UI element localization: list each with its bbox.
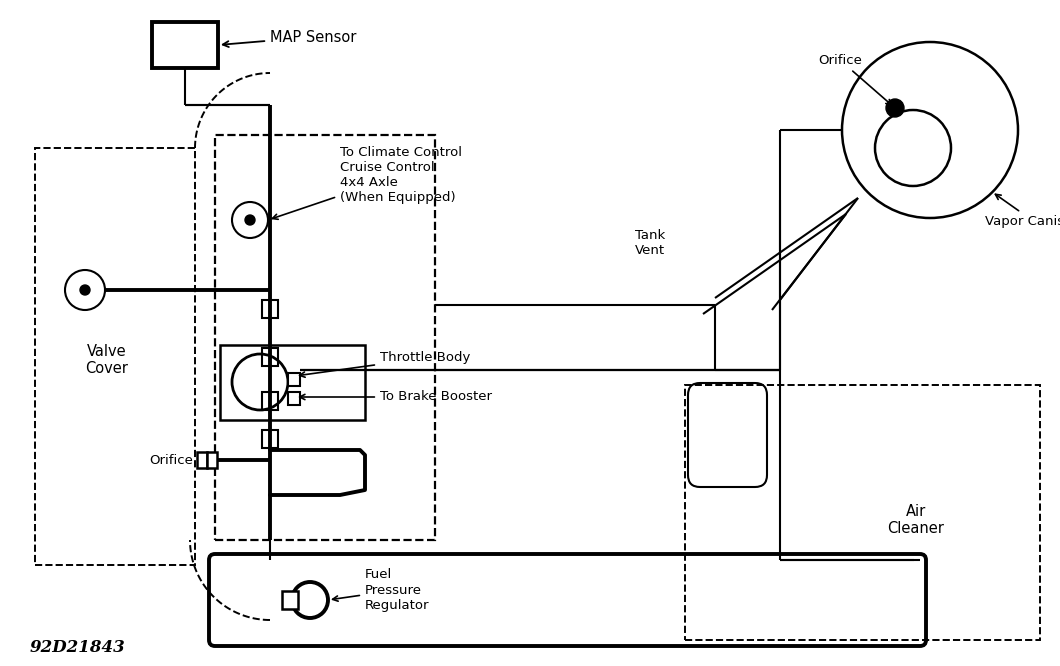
Bar — [288, 392, 300, 405]
Bar — [215, 135, 435, 540]
Text: Orifice: Orifice — [818, 53, 891, 105]
Bar — [262, 392, 278, 410]
Text: Orifice: Orifice — [149, 454, 193, 466]
Text: Valve
Cover: Valve Cover — [86, 344, 128, 376]
Bar — [288, 373, 300, 386]
Bar — [262, 348, 278, 366]
Bar — [220, 345, 365, 420]
Text: Fuel
Pressure
Regulator: Fuel Pressure Regulator — [333, 569, 429, 611]
Bar — [262, 430, 278, 448]
Bar — [262, 300, 278, 318]
Bar — [152, 22, 218, 68]
Text: MAP Sensor: MAP Sensor — [223, 29, 356, 47]
Bar — [35, 148, 195, 565]
Bar — [685, 385, 1040, 640]
Bar — [207, 452, 217, 468]
Text: 92D21843: 92D21843 — [30, 639, 126, 657]
Text: To Brake Booster: To Brake Booster — [300, 390, 492, 404]
Bar — [282, 591, 298, 609]
Text: Throttle Body: Throttle Body — [300, 352, 471, 377]
Circle shape — [886, 99, 904, 117]
Text: Tank
Vent: Tank Vent — [635, 229, 666, 257]
Bar — [197, 452, 207, 468]
Text: Vapor Canister: Vapor Canister — [985, 194, 1060, 228]
Circle shape — [80, 285, 90, 295]
Text: To Climate Control
Cruise Control
4x4 Axle
(When Equipped): To Climate Control Cruise Control 4x4 Ax… — [272, 146, 462, 219]
Text: Air
Cleaner: Air Cleaner — [887, 503, 944, 536]
Circle shape — [245, 215, 255, 225]
